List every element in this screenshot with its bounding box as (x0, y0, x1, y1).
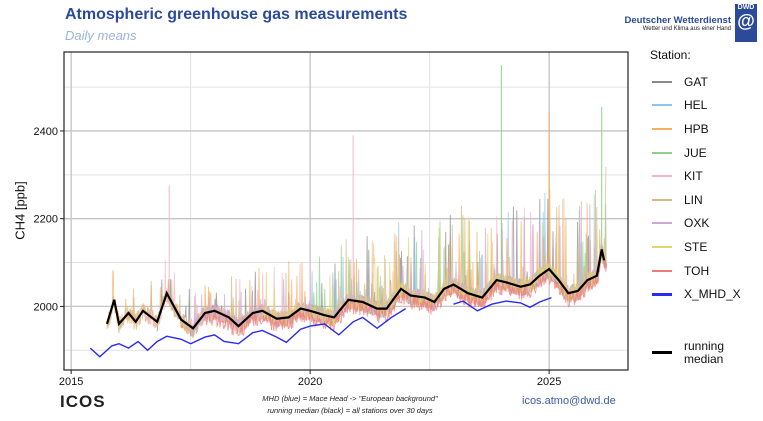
legend-swatch (652, 269, 672, 272)
legend-swatch (652, 80, 672, 83)
running-median-line (105, 249, 606, 330)
legend-item-oxk: OXK (650, 212, 741, 236)
legend-swatch (652, 151, 672, 154)
chart-subtitle: Daily means (65, 28, 137, 43)
legend-label: JUE (684, 145, 707, 160)
legend-label: TOH (684, 263, 710, 278)
legend-item-gat: GAT (650, 70, 741, 94)
legend-swatch (652, 222, 672, 225)
dwd-tagline: Wetter und Klima aus einer Hand (642, 25, 731, 32)
legend-item-x_mhd_x: X_MHD_X (650, 282, 741, 306)
dwd-mark: DWD @ (735, 4, 757, 42)
legend-label: GAT (684, 74, 708, 89)
legend-label: KIT (684, 169, 703, 184)
mhd-line (453, 296, 552, 312)
legend-label: LIN (684, 192, 703, 207)
footnote: MHD (blue) = Mace Head -> "European back… (262, 394, 438, 415)
x-tick-label: 2020 (298, 376, 322, 388)
contact-email[interactable]: icos.atmo@dwd.de (522, 395, 616, 407)
y-tick-label: 2200 (34, 214, 58, 226)
legend-swatch (652, 127, 672, 130)
y-tick-label: 2000 (34, 301, 58, 313)
legend-item-toh: TOH (650, 259, 741, 283)
legend-item-kit: KIT (650, 164, 741, 188)
chart-title: Atmospheric greenhouse gas measurements (65, 6, 408, 23)
plot-frame (63, 51, 629, 371)
dwd-name: Deutscher Wetterdienst (624, 14, 731, 26)
legend-label: HEL (684, 98, 708, 113)
dwd-logo: Deutscher Wetterdienst Wetter und Klima … (625, 4, 757, 42)
legend-swatch (652, 292, 672, 296)
legend-swatch (652, 175, 672, 178)
legend-label: STE (684, 239, 708, 254)
x-tick-label: 2015 (59, 376, 83, 388)
legend-label: HPB (684, 121, 709, 136)
legend-label: X_MHD_X (684, 287, 741, 302)
legend-item-jue: JUE (650, 141, 741, 165)
x-tick-label: 2025 (537, 376, 561, 388)
mhd-line (89, 308, 407, 358)
legend-item-lin: LIN (650, 188, 741, 212)
legend-swatch (652, 351, 672, 355)
legend-item-hel: HEL (650, 94, 741, 118)
legend: Station: GAT HEL HPB JUE KIT LIN OXK STE TOH X_MH… (650, 48, 741, 368)
legend-swatch (652, 104, 672, 107)
y-axis-label: CH4 [ppb] (12, 181, 28, 240)
legend-swatch (652, 245, 672, 248)
legend-item-hpb: HPB (650, 117, 741, 141)
legend-item-running-median: running median (650, 338, 741, 368)
legend-label: OXK (684, 216, 710, 231)
legend-item-ste: STE (650, 235, 741, 259)
legend-swatch (652, 198, 672, 201)
legend-title: Station: (650, 48, 691, 62)
icos-logo: ICOS (60, 392, 106, 411)
y-tick-label: 2400 (34, 126, 58, 138)
